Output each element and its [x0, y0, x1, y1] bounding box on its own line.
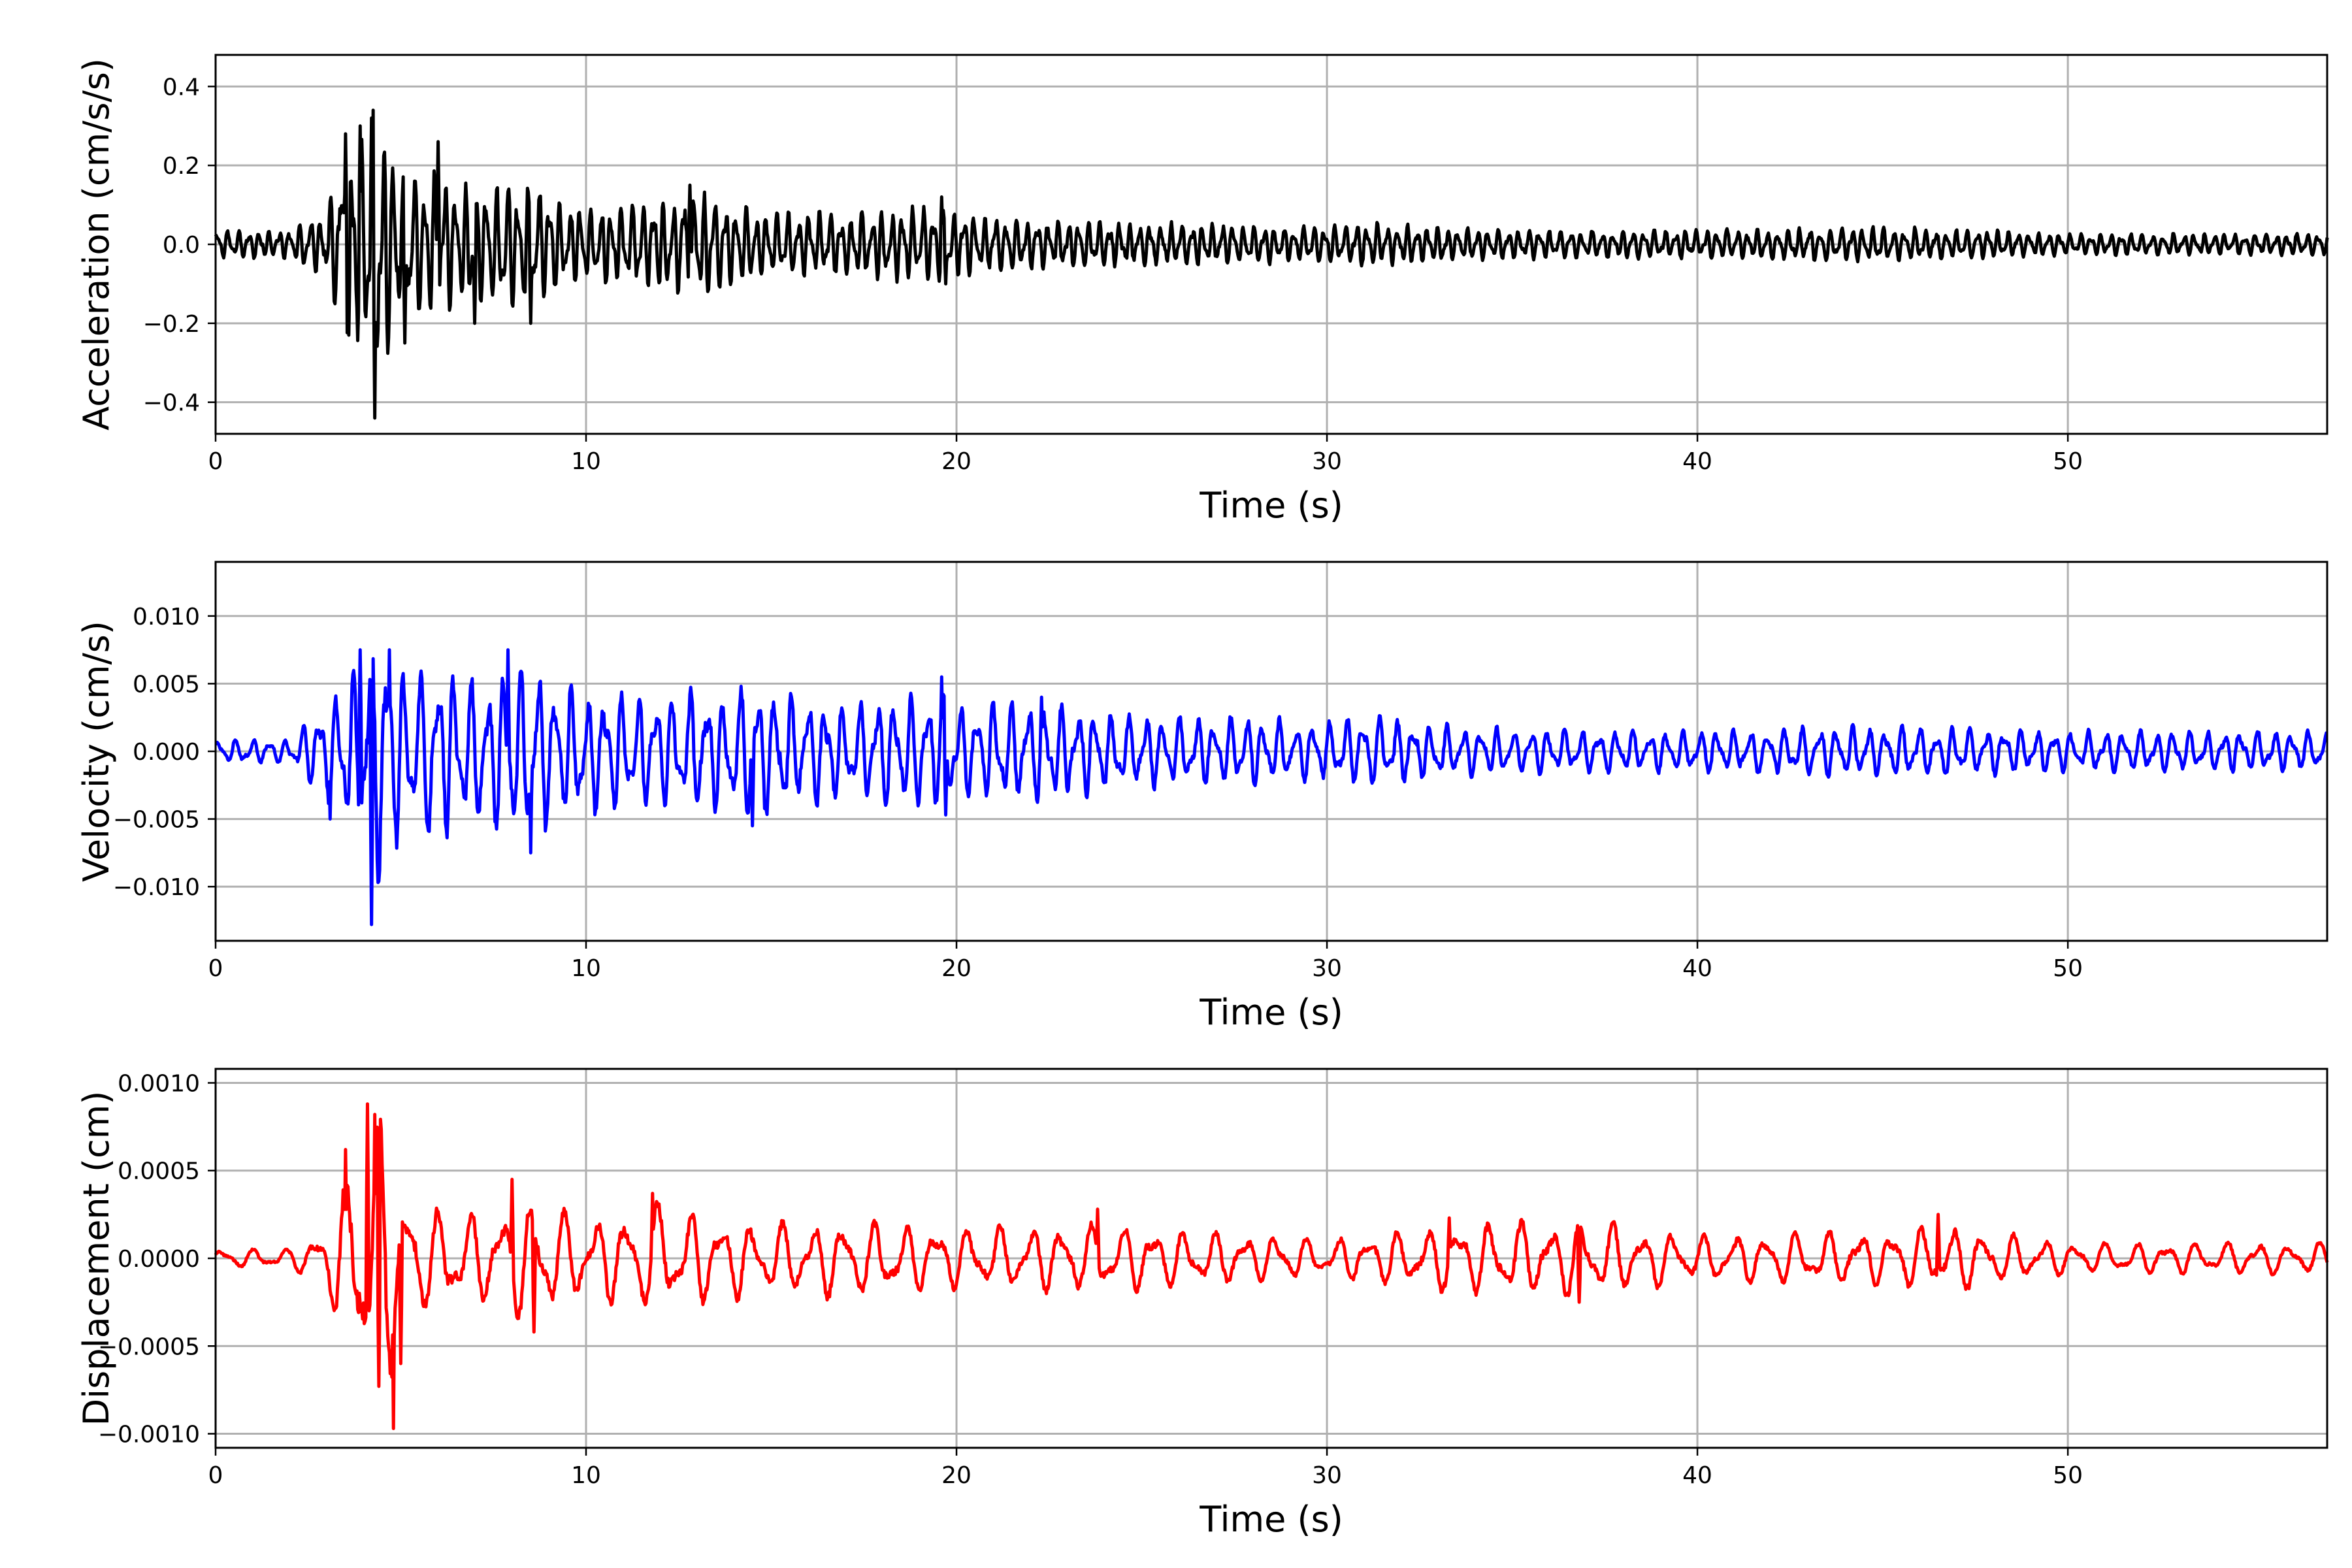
displacement-x-tick-label-2: 20	[941, 1462, 972, 1489]
acceleration-x-tick-label-3: 30	[1312, 448, 1342, 475]
velocity-panel: 0 10 20 30 40 50 −0.010 −0.005 0.000 0.005 0.010 Ti…	[76, 561, 2328, 1033]
velocity-series-line	[214, 648, 2328, 926]
acceleration-y-tick-label-3: 0.2	[163, 153, 200, 180]
acceleration-x-tick-label-4: 40	[1682, 448, 1712, 475]
acceleration-series-line	[214, 108, 2329, 420]
displacement-x-axis-label: Time (s)	[1199, 1499, 1343, 1540]
velocity-x-tick-label-2: 20	[941, 955, 972, 982]
displacement-x-tick-label-1: 10	[571, 1462, 601, 1489]
acceleration-x-tick-label-1: 10	[571, 448, 601, 475]
acceleration-x-tick-label-0: 0	[208, 448, 223, 475]
velocity-y-tick-label-0: −0.010	[113, 874, 200, 901]
acceleration-y-tick-label-0: −0.4	[143, 390, 200, 417]
displacement-y-tick-label-1: −0.0005	[98, 1333, 200, 1360]
velocity-y-tick-label-4: 0.010	[133, 604, 200, 630]
velocity-y-tick-label-3: 0.005	[133, 671, 200, 698]
velocity-x-axis-label: Time (s)	[1199, 992, 1343, 1033]
displacement-y-tick-label-4: 0.0010	[118, 1070, 200, 1097]
displacement-x-tick-label-3: 30	[1312, 1462, 1342, 1489]
velocity-x-tick-label-0: 0	[208, 955, 223, 982]
displacement-x-tick-label-4: 40	[1682, 1462, 1712, 1489]
displacement-y-axis-label: Displacement (cm)	[76, 1091, 117, 1426]
velocity-x-tick-label-4: 40	[1682, 955, 1712, 982]
displacement-x-tick-label-5: 50	[2053, 1462, 2083, 1489]
displacement-y-tick-label-0: −0.0010	[98, 1422, 200, 1448]
displacement-y-tick-label-3: 0.0005	[118, 1158, 200, 1185]
velocity-x-tick-label-3: 30	[1312, 955, 1342, 982]
acceleration-y-tick-label-2: 0.0	[163, 232, 200, 259]
acceleration-x-tick-label-5: 50	[2053, 448, 2083, 475]
displacement-x-tick-label-0: 0	[208, 1462, 223, 1489]
acceleration-x-tick-label-2: 20	[941, 448, 972, 475]
acceleration-x-axis-label: Time (s)	[1199, 485, 1343, 526]
velocity-x-tick-label-5: 50	[2053, 955, 2083, 982]
acceleration-y-tick-label-4: 0.4	[163, 74, 200, 101]
displacement-panel: 0 10 20 30 40 50 −0.0010 −0.0005 0.0000 0.0005 0.0…	[76, 1068, 2329, 1540]
acceleration-y-axis-label: Acceleration (cm/s/s)	[76, 58, 117, 431]
velocity-y-tick-label-1: −0.005	[113, 807, 200, 834]
velocity-x-tick-label-1: 10	[571, 955, 601, 982]
displacement-series-line	[214, 1102, 2329, 1430]
acceleration-panel: 0 10 20 30 40 50 −0.4 −0.2 0.0 0.2 0.4 Time (s) Acce…	[76, 54, 2329, 526]
displacement-y-tick-label-2: 0.0000	[118, 1246, 200, 1273]
velocity-y-axis-label: Velocity (cm/s)	[76, 621, 117, 882]
acceleration-y-tick-label-1: −0.2	[143, 311, 200, 338]
velocity-y-tick-label-2: 0.000	[133, 739, 200, 766]
